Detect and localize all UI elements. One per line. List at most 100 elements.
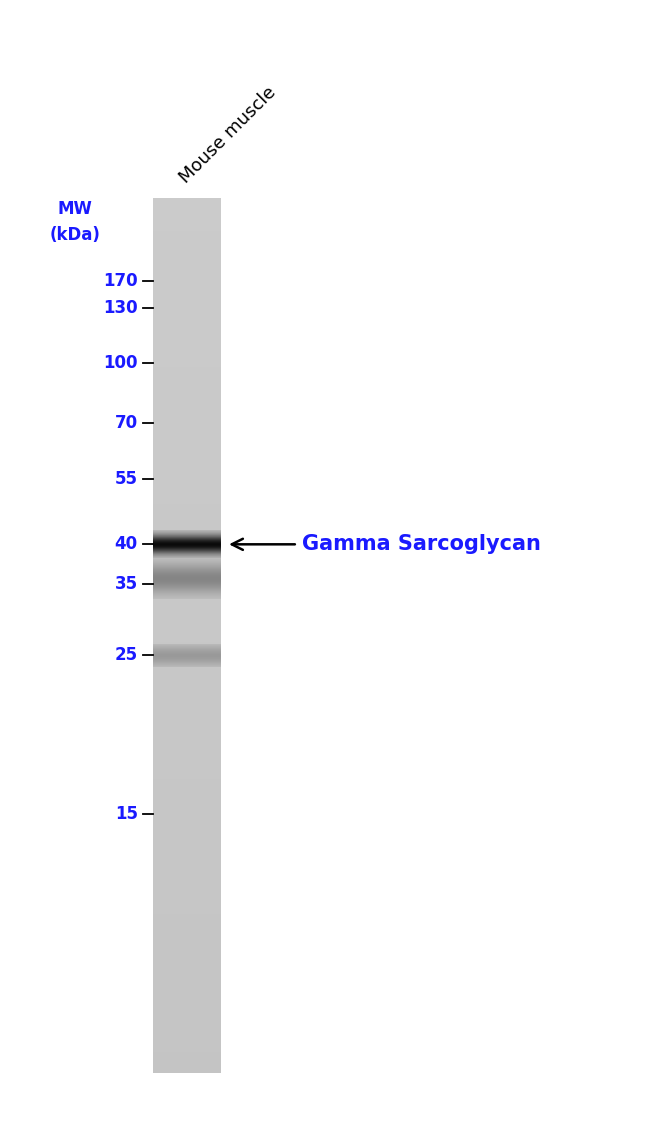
Bar	[153, 208, 221, 211]
Bar	[153, 984, 221, 988]
Text: 130: 130	[103, 299, 138, 318]
Text: (kDa): (kDa)	[49, 226, 100, 244]
Bar	[153, 458, 221, 462]
Bar	[153, 541, 221, 544]
Bar	[153, 762, 221, 765]
Bar	[153, 960, 221, 964]
Bar	[153, 980, 221, 983]
Bar	[153, 758, 221, 761]
Bar	[153, 951, 221, 955]
Bar	[153, 675, 221, 678]
Bar	[153, 954, 221, 957]
Bar	[153, 248, 221, 252]
Bar	[153, 631, 221, 634]
Bar	[153, 1052, 221, 1056]
Bar	[153, 1004, 221, 1007]
Bar	[153, 545, 221, 549]
Bar	[153, 1065, 221, 1068]
Bar	[153, 1041, 221, 1044]
Bar	[153, 417, 221, 420]
Bar	[153, 303, 221, 306]
Bar	[153, 555, 221, 558]
Bar	[153, 602, 221, 606]
Bar	[153, 574, 221, 577]
Bar	[153, 534, 221, 538]
Bar	[153, 198, 221, 202]
Bar	[153, 359, 221, 363]
Bar	[153, 395, 221, 398]
Bar	[153, 203, 221, 206]
Bar	[153, 388, 221, 391]
Bar	[153, 971, 221, 974]
Bar	[153, 734, 221, 737]
Bar	[153, 557, 221, 560]
Bar	[153, 583, 221, 586]
Bar	[153, 767, 221, 769]
Bar	[153, 559, 221, 562]
Bar	[153, 345, 221, 348]
Bar	[153, 1032, 221, 1035]
Bar	[153, 633, 221, 636]
Bar	[153, 689, 221, 693]
Bar	[153, 295, 221, 298]
Bar	[153, 940, 221, 943]
Bar	[153, 522, 221, 525]
Bar	[153, 661, 221, 665]
Bar	[153, 260, 221, 263]
Bar	[153, 1048, 221, 1051]
Bar	[153, 849, 221, 853]
Bar	[153, 531, 221, 534]
Bar	[153, 225, 221, 228]
Bar	[153, 517, 221, 521]
Bar	[153, 406, 221, 409]
Bar	[153, 446, 221, 448]
Bar	[153, 657, 221, 660]
Bar	[153, 880, 221, 883]
Bar	[153, 873, 221, 877]
Bar	[153, 607, 221, 610]
Bar	[153, 672, 221, 676]
Bar	[153, 685, 221, 688]
Bar	[153, 390, 221, 393]
Bar	[153, 604, 221, 608]
Bar	[153, 366, 221, 370]
Bar	[153, 793, 221, 796]
Bar	[153, 812, 221, 815]
Bar	[153, 1043, 221, 1047]
Bar	[153, 699, 221, 702]
Bar	[153, 975, 221, 979]
Bar	[153, 201, 221, 204]
Bar	[153, 449, 221, 452]
Bar	[153, 696, 221, 700]
Bar	[153, 210, 221, 213]
Bar	[153, 229, 221, 232]
Bar	[153, 404, 221, 407]
Bar	[153, 244, 221, 247]
Bar	[153, 692, 221, 695]
Bar	[153, 1050, 221, 1053]
Bar	[153, 958, 221, 962]
Bar	[153, 467, 221, 471]
Bar	[153, 218, 221, 221]
Bar	[153, 231, 221, 235]
Bar	[153, 718, 221, 721]
Bar	[153, 314, 221, 318]
Bar	[153, 600, 221, 603]
Bar	[153, 833, 221, 837]
Bar	[153, 878, 221, 881]
Bar	[153, 824, 221, 828]
Bar	[153, 866, 221, 870]
Bar	[153, 897, 221, 900]
Bar	[153, 609, 221, 612]
Bar	[153, 737, 221, 741]
Bar	[153, 637, 221, 641]
Bar	[153, 581, 221, 584]
Bar	[153, 945, 221, 948]
Bar	[153, 852, 221, 855]
Bar	[153, 371, 221, 374]
Bar	[153, 375, 221, 379]
Bar	[153, 989, 221, 992]
Bar	[153, 795, 221, 797]
Bar	[153, 536, 221, 540]
Bar	[153, 333, 221, 337]
